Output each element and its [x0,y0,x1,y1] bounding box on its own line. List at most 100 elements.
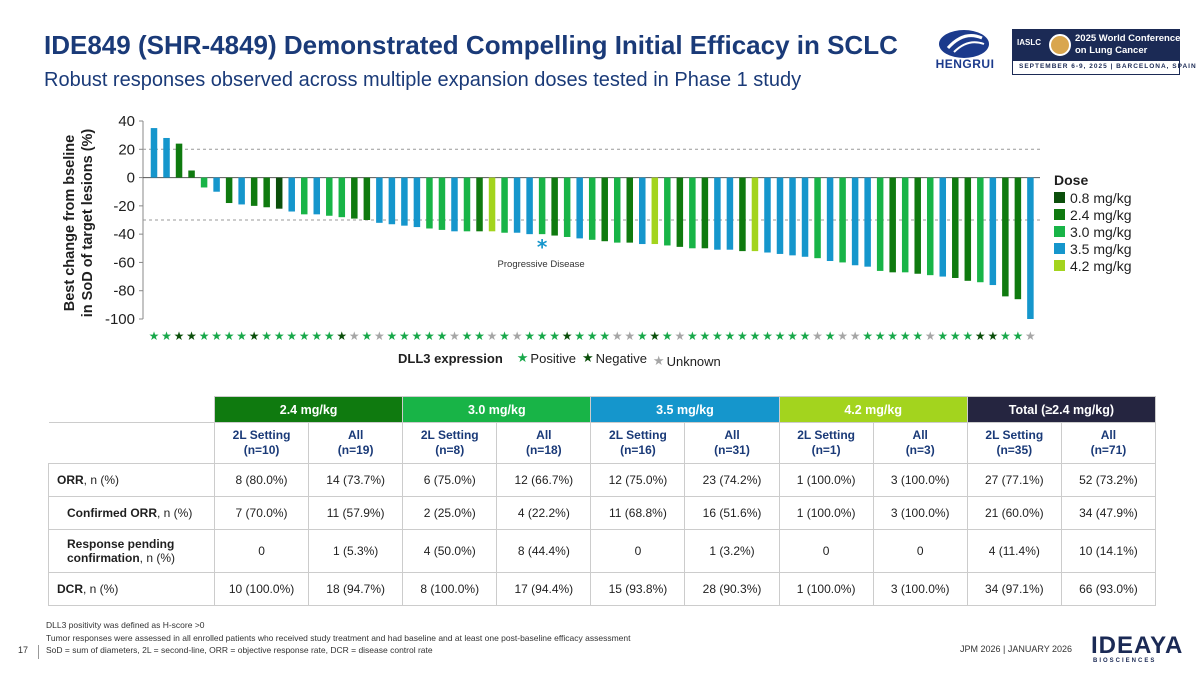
table-cell: 66 (93.0%) [1060,572,1157,606]
table-cell: 18 (94.7%) [308,572,404,606]
bar [376,177,383,223]
y-tick-label: -60 [113,254,135,271]
bar [664,177,671,246]
wclc-date: SEPTEMBER 6-9, 2025 | BARCELONA, SPAIN [1019,63,1197,70]
bar [939,177,947,277]
slide-subtitle: Robust responses observed across multipl… [44,69,802,91]
dll3-star-icon: ★ [825,329,836,340]
dll3-star-icon: ★ [837,329,848,340]
row-label-text: , n (%) [83,473,120,487]
legend-swatch [1054,226,1065,237]
y-tick-label: -20 [113,198,135,215]
globe-icon [1049,34,1071,56]
subheader-cell: All (n=19) [308,422,404,464]
subheader-label: All [724,428,740,442]
subheader-n: (n=31) [714,443,750,457]
dll3-legend-negative: ★ Negative [582,350,647,366]
row-label-text: , n (%) [83,582,119,596]
table-row: Confirmed ORR, n (%) 7 (70.0%) 11 (57.9%) 2… [48,496,1157,530]
table-cell: 3 (100.0%) [872,572,968,606]
bar [964,177,972,281]
bar [726,177,734,250]
footnote: Tumor responses were assessed in all enr… [46,632,631,643]
table-cell: 3 (100.0%) [872,496,968,530]
dll3-star-icon: ★ [437,329,448,340]
subheader-n: (n=19) [337,443,374,457]
bar [601,177,608,242]
subheader-label: 2L Setting [797,428,855,442]
dll3-star-icon: ★ [174,329,185,340]
bar [764,177,771,253]
bar [926,177,934,276]
dose-legend: Dose 0.8 mg/kg 2.4 mg/kg 3.0 mg/kg 3.5 m… [1054,172,1131,274]
table-cell: 0 [213,529,310,573]
dll3-star-icon: ★ [750,329,761,340]
bar [413,177,421,228]
bar [563,177,571,237]
y-tick-label: -80 [113,283,135,300]
table-cell: 11 (57.9%) [308,496,404,530]
dll3-star-icon: ★ [449,329,460,340]
bar [714,177,721,250]
bar [501,177,508,233]
table-cell: 10 (100.0%) [213,572,310,606]
hengrui-logo-icon [939,30,989,58]
dll3-star-icon: ★ [224,329,235,340]
bar [451,177,458,232]
bar [538,177,546,235]
dll3-star-icon: ★ [274,329,285,340]
bar [952,177,959,278]
bar [1014,177,1022,300]
wclc-banner [1013,30,1179,61]
table-cell: 1 (3.2%) [684,529,780,573]
dll3-star-icon: ★ [987,329,998,340]
progressive-disease-marker: * [537,235,548,259]
legend-swatch [1054,260,1065,271]
y-tick-label: -100 [105,311,135,328]
dll3-legend: DLL3 expression ★ Positive ★ Negative ★ … [398,347,727,369]
subheader-label: All [1100,428,1117,442]
subheader-label: All [536,428,552,442]
bar [826,177,834,262]
dll3-star-icon: ★ [975,329,986,340]
table-cell: 2 (25.0%) [402,496,498,530]
table-cell: 34 (97.1%) [966,572,1062,606]
dll3-star-icon: ★ [787,329,798,340]
ideaya-logo-text: IDEAYA [1091,632,1184,659]
dll3-star-icon: ★ [149,329,160,340]
dll3-star-icon: ★ [211,329,222,340]
bar [626,177,634,243]
footnotes: DLL3 positivity was defined as H-score >… [46,619,630,657]
star-icon: ★ [516,350,529,365]
subheader-cell: 2L Setting (n=16) [590,422,686,464]
bar [275,177,283,209]
table-cell: 3 (100.0%) [872,463,968,497]
subheader-cell: All (n=71) [1060,422,1157,464]
subheader-n: (n=35) [996,443,1033,457]
table-cell: 16 (51.6%) [684,496,780,530]
legend-swatch [1054,192,1065,203]
bar [150,128,158,178]
waterfall-chart: Best change from bseline in SoD of targe… [62,113,1040,340]
bar [213,177,220,192]
group-header-3.0: 3.0 mg/kg [402,396,592,423]
bar [463,177,471,232]
dll3-star-icon: ★ [299,329,310,340]
legend-swatch [1054,243,1065,254]
bar [238,177,245,205]
bar [751,177,759,252]
dll3-star-icon: ★ [674,329,685,340]
bar [613,177,621,243]
bar [263,177,270,208]
subheader-cell: 2L Setting (n=8) [402,422,498,464]
subheader-label: 2L Setting [985,428,1044,442]
dll3-star-icon: ★ [512,329,523,340]
y-tick-label: 40 [118,113,135,130]
table-cell: 8 (80.0%) [213,463,310,497]
dll3-star-icon: ★ [737,329,748,340]
dll3-star-icon: ★ [161,329,172,340]
dll3-star-icon: ★ [1000,329,1011,340]
subheader-cell: 2L Setting (n=35) [966,422,1062,464]
dll3-star-icon: ★ [687,329,698,340]
table-cell: 14 (73.7%) [308,463,404,497]
